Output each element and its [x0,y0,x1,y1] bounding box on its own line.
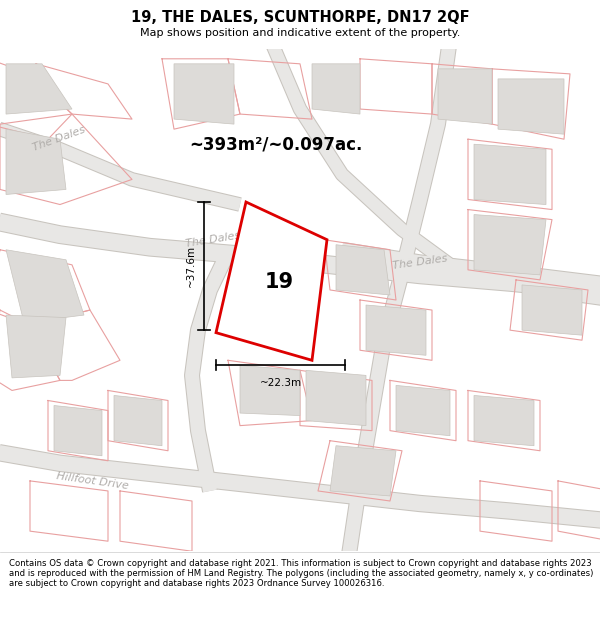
Text: ~393m²/~0.097ac.: ~393m²/~0.097ac. [190,135,362,153]
Text: ~22.3m: ~22.3m [259,378,302,388]
Polygon shape [258,268,312,322]
Polygon shape [396,386,450,436]
Text: Contains OS data © Crown copyright and database right 2021. This information is : Contains OS data © Crown copyright and d… [9,559,593,588]
Polygon shape [6,250,84,322]
Polygon shape [6,315,66,378]
Text: ~37.6m: ~37.6m [186,245,196,287]
Text: Map shows position and indicative extent of the property.: Map shows position and indicative extent… [140,28,460,38]
Polygon shape [474,214,546,275]
Polygon shape [438,69,492,124]
Polygon shape [6,64,72,114]
Polygon shape [306,371,366,426]
Polygon shape [54,406,102,456]
Polygon shape [114,396,162,446]
Text: The Dales: The Dales [185,231,241,249]
Polygon shape [474,396,534,446]
Polygon shape [498,79,564,134]
Polygon shape [366,305,426,355]
Polygon shape [216,202,327,360]
Polygon shape [330,446,396,496]
Text: The Dales: The Dales [31,125,86,153]
Polygon shape [474,144,546,204]
Polygon shape [522,285,582,335]
Text: Hillfoot Drive: Hillfoot Drive [56,471,130,491]
Polygon shape [174,64,234,124]
Text: The Dales: The Dales [392,254,448,271]
Text: 19: 19 [265,272,293,292]
Polygon shape [336,245,390,295]
Polygon shape [312,64,360,114]
Polygon shape [6,129,66,194]
Polygon shape [240,366,300,416]
Text: 19, THE DALES, SCUNTHORPE, DN17 2QF: 19, THE DALES, SCUNTHORPE, DN17 2QF [131,10,469,25]
